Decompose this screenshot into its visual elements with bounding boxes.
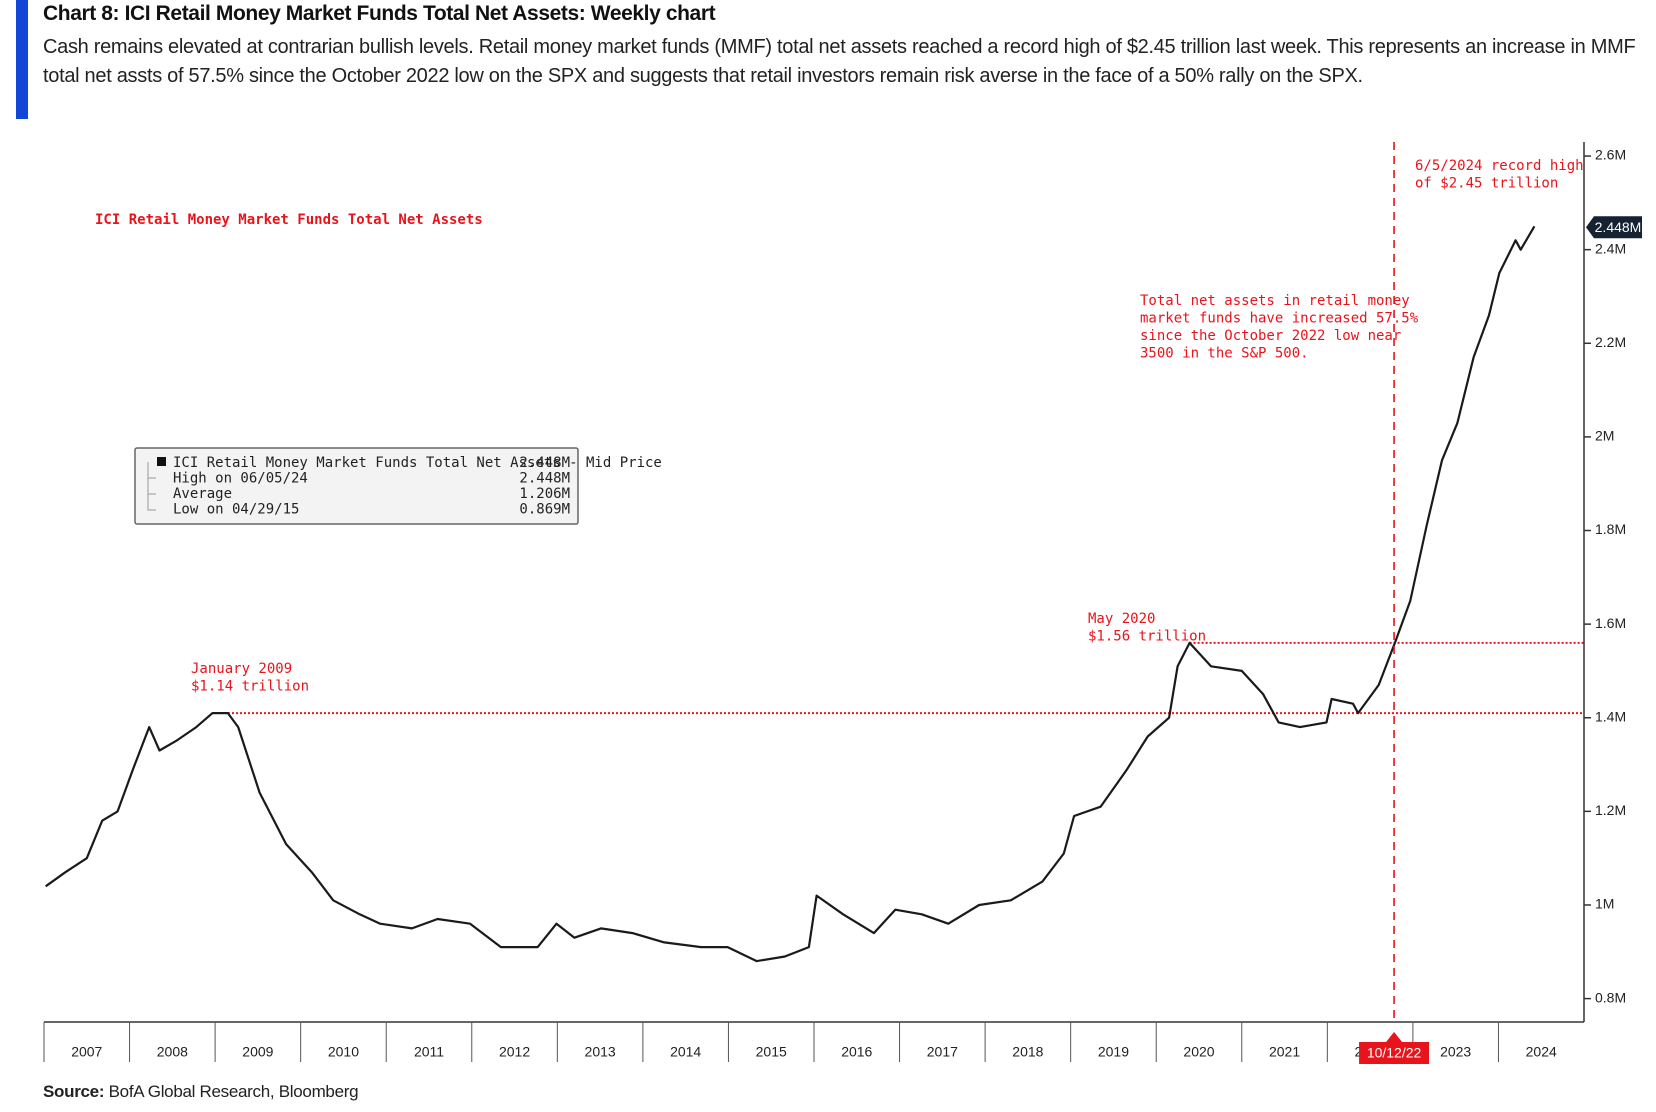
stats-label: Average bbox=[173, 486, 232, 502]
y-tick-label: 2.6M bbox=[1595, 147, 1626, 163]
annotation: $1.56 trillion bbox=[1088, 629, 1206, 645]
x-tick-label: 2024 bbox=[1526, 1044, 1557, 1060]
y-tick-label: 0.8M bbox=[1595, 989, 1626, 1005]
last-value-label: 2.448M bbox=[1595, 219, 1642, 235]
x-tick-label: 2017 bbox=[927, 1044, 958, 1060]
stats-label: Low on 04/29/15 bbox=[173, 502, 299, 518]
accent-bar bbox=[16, 0, 28, 119]
date-marker-box bbox=[1359, 1042, 1430, 1064]
source-label: Source: bbox=[43, 1082, 105, 1101]
x-tick-label: 2008 bbox=[157, 1044, 188, 1060]
annotation: since the October 2022 low near bbox=[1140, 328, 1401, 344]
x-tick-label: 2007 bbox=[71, 1044, 102, 1060]
data-line bbox=[45, 225, 1536, 963]
annotation: market funds have increased 57.5% bbox=[1140, 311, 1419, 327]
y-tick-label: 2.2M bbox=[1595, 334, 1626, 350]
annotation: Total net assets in retail money bbox=[1140, 293, 1410, 309]
chart-title: Chart 8: ICI Retail Money Market Funds T… bbox=[43, 2, 716, 25]
stats-value: 2.448M bbox=[519, 455, 570, 471]
stats-label: ICI Retail Money Market Funds Total Net … bbox=[173, 455, 662, 471]
x-tick-label: 2010 bbox=[328, 1044, 359, 1060]
series-label: ICI Retail Money Market Funds Total Net … bbox=[95, 212, 483, 228]
annotation: of $2.45 trillion bbox=[1415, 176, 1558, 192]
x-tick-label: 2013 bbox=[585, 1044, 616, 1060]
x-tick-label: 2012 bbox=[499, 1044, 530, 1060]
stats-swatch bbox=[157, 457, 166, 466]
chart: 0.8M 1M 1.2M 1.4M 1.6M 1.8M 2M 2.2M 2.4M 2.6M 2007… bbox=[43, 142, 1642, 1064]
y-tick-label: 2M bbox=[1595, 428, 1614, 444]
y-tick-label: 2.4M bbox=[1595, 240, 1626, 256]
x-tick-label: 2011 bbox=[414, 1044, 444, 1060]
source: Source: BofA Global Research, Bloomberg bbox=[43, 1082, 359, 1102]
stats-box bbox=[134, 447, 579, 525]
source-text: BofA Global Research, Bloomberg bbox=[108, 1082, 359, 1101]
stats-value: 0.869M bbox=[519, 502, 570, 518]
stats-tree bbox=[147, 462, 156, 511]
annotation: January 2009 bbox=[191, 661, 292, 677]
annotation: $1.14 trillion bbox=[191, 679, 309, 695]
stats-value: 2.448M bbox=[519, 471, 570, 487]
x-tick-label: 2014 bbox=[670, 1044, 701, 1060]
stats-label: High on 06/05/24 bbox=[173, 471, 308, 487]
x-tick-label: 2018 bbox=[1012, 1044, 1043, 1060]
y-tick-label: 1.8M bbox=[1595, 521, 1626, 537]
last-value-tag bbox=[1586, 216, 1642, 239]
x-tick-label: 2015 bbox=[756, 1044, 787, 1060]
y-tick-label: 1.4M bbox=[1595, 708, 1626, 724]
x-tick-label: 2016 bbox=[841, 1044, 872, 1060]
date-marker-label: 10/12/22 bbox=[1367, 1045, 1422, 1061]
x-tick-label: 2023 bbox=[1440, 1044, 1471, 1060]
stats-value: 1.206M bbox=[519, 486, 570, 502]
chart-subtitle: Cash remains elevated at contrarian bull… bbox=[43, 36, 1636, 87]
y-tick-label: 1.6M bbox=[1595, 615, 1626, 631]
x-tick-label: 2019 bbox=[1098, 1044, 1129, 1060]
annotation: 6/5/2024 record high bbox=[1415, 158, 1584, 174]
date-marker-arrow bbox=[1386, 1032, 1403, 1042]
x-tick-label: 2009 bbox=[242, 1044, 273, 1060]
x-tick-label: 2021 bbox=[1269, 1044, 1300, 1060]
y-tick-label: 1M bbox=[1595, 896, 1614, 912]
annotation: 3500 in the S&P 500. bbox=[1140, 346, 1309, 362]
y-tick-label: 1.2M bbox=[1595, 802, 1626, 818]
annotation: May 2020 bbox=[1088, 611, 1155, 627]
x-tick-label: 2020 bbox=[1183, 1044, 1214, 1060]
